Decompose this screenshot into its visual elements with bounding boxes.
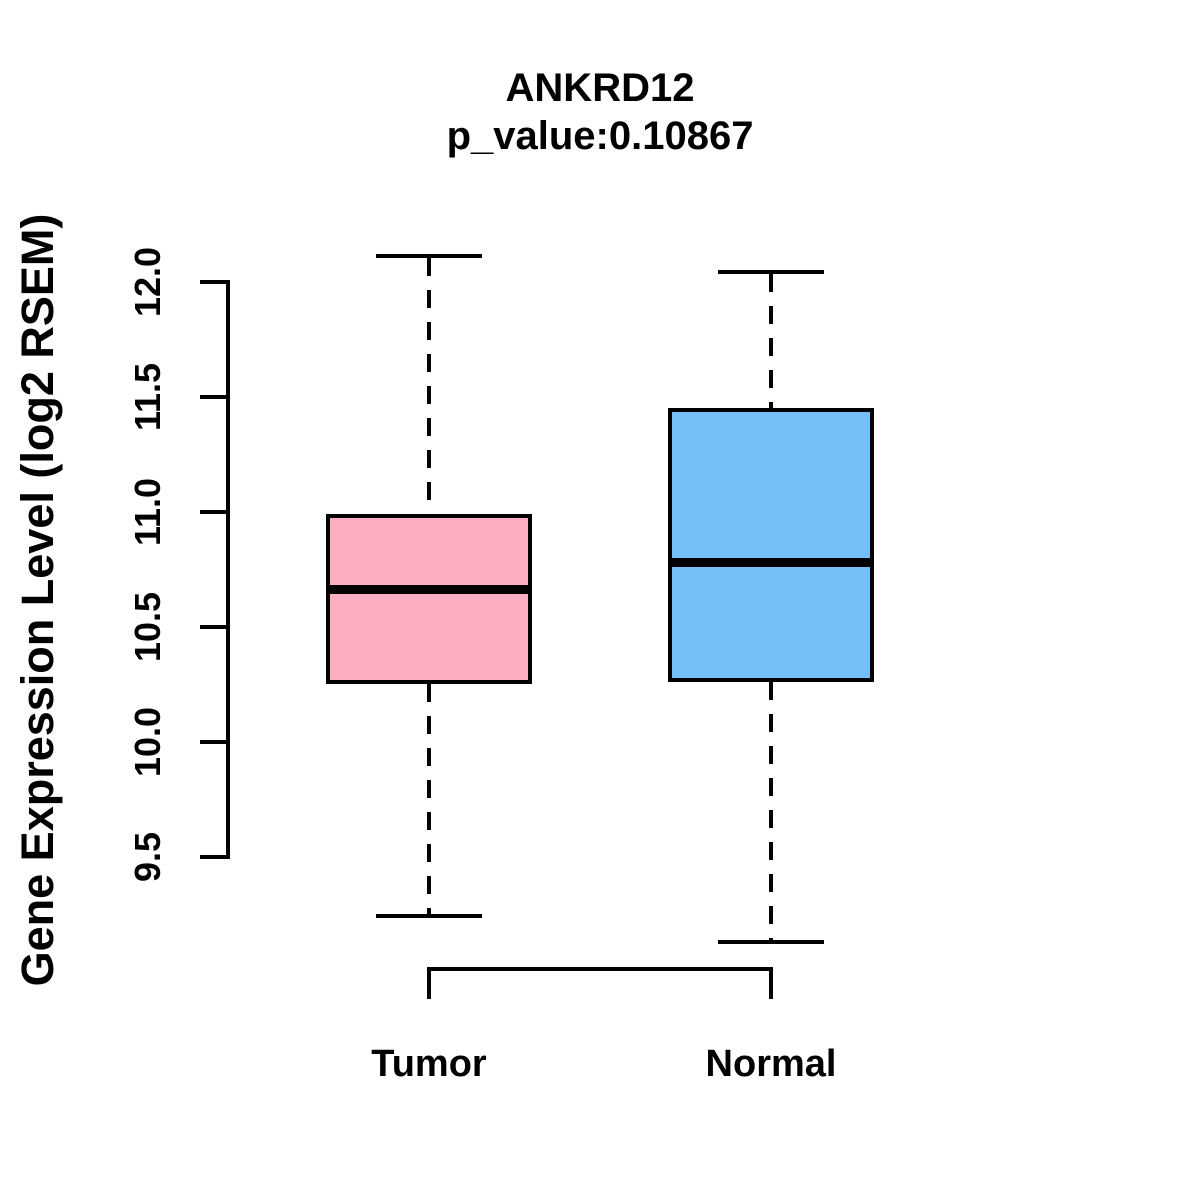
whisker-lower-normal xyxy=(769,681,773,940)
chart-title-block: ANKRD12 p_value:0.10867 xyxy=(0,64,1200,160)
box-normal xyxy=(668,408,874,682)
y-tick xyxy=(200,624,230,629)
x-tick-normal xyxy=(769,967,773,999)
whisker-cap-top-tumor xyxy=(376,254,482,259)
x-axis-line xyxy=(427,967,773,971)
whisker-cap-bottom-tumor xyxy=(376,914,482,919)
whisker-cap-top-normal xyxy=(718,270,824,275)
y-tick-label: 10.5 xyxy=(127,591,168,662)
chart-subtitle: p_value:0.10867 xyxy=(446,114,754,158)
y-tick xyxy=(200,854,230,859)
y-tick-label: 11.0 xyxy=(127,477,168,546)
y-tick xyxy=(200,394,230,399)
y-axis-line xyxy=(226,279,230,859)
y-tick-label: 9.5 xyxy=(127,831,168,882)
y-tick-label: 10.0 xyxy=(127,706,168,777)
y-axis-title: Gene Expression Level (log2 RSEM) xyxy=(12,213,63,987)
y-tick-label: 11.5 xyxy=(127,362,168,431)
category-label-tumor: Tumor xyxy=(371,1043,487,1085)
x-tick-tumor xyxy=(427,967,431,999)
y-tick xyxy=(200,739,230,744)
y-tick-label: 12.0 xyxy=(127,246,168,317)
median-line-normal xyxy=(668,557,874,567)
median-line-tumor xyxy=(326,585,532,595)
whisker-upper-normal xyxy=(769,274,773,408)
category-label-normal: Normal xyxy=(705,1043,837,1085)
y-tick xyxy=(200,279,230,284)
whisker-lower-tumor xyxy=(427,684,431,915)
box-tumor xyxy=(326,513,532,684)
whisker-cap-bottom-normal xyxy=(718,939,824,944)
whisker-upper-tumor xyxy=(427,258,431,514)
y-tick xyxy=(200,509,230,514)
chart-title: ANKRD12 xyxy=(505,66,695,110)
